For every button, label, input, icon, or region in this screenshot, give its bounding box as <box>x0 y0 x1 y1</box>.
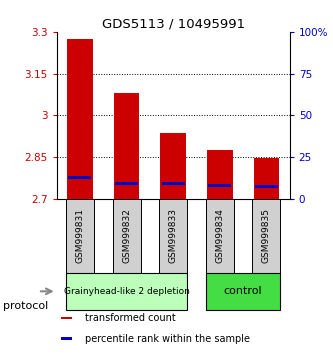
Text: GSM999833: GSM999833 <box>168 208 178 263</box>
Bar <box>115 182 138 185</box>
Bar <box>161 133 186 199</box>
Text: percentile rank within the sample: percentile rank within the sample <box>85 334 249 344</box>
Bar <box>206 199 234 273</box>
Bar <box>208 184 231 187</box>
Bar <box>159 199 187 273</box>
Bar <box>68 176 92 179</box>
Bar <box>67 39 93 199</box>
Text: GSM999835: GSM999835 <box>262 208 271 263</box>
Text: GSM999831: GSM999831 <box>75 208 85 263</box>
Bar <box>61 337 73 340</box>
Bar <box>254 158 279 199</box>
Bar <box>66 273 187 310</box>
Text: control: control <box>224 286 262 296</box>
Bar <box>114 93 139 199</box>
Bar <box>162 182 185 185</box>
Text: transformed count: transformed count <box>85 313 175 323</box>
Bar <box>66 199 94 273</box>
Text: GSM999834: GSM999834 <box>215 208 224 263</box>
Bar <box>206 273 280 310</box>
Text: GSM999832: GSM999832 <box>122 208 131 263</box>
Bar <box>255 185 278 188</box>
Bar <box>252 199 280 273</box>
Text: Grainyhead-like 2 depletion: Grainyhead-like 2 depletion <box>64 287 189 296</box>
Title: GDS5113 / 10495991: GDS5113 / 10495991 <box>102 18 245 31</box>
Bar <box>207 150 232 199</box>
Bar <box>113 199 141 273</box>
Bar <box>61 316 73 320</box>
Text: protocol: protocol <box>3 301 49 311</box>
